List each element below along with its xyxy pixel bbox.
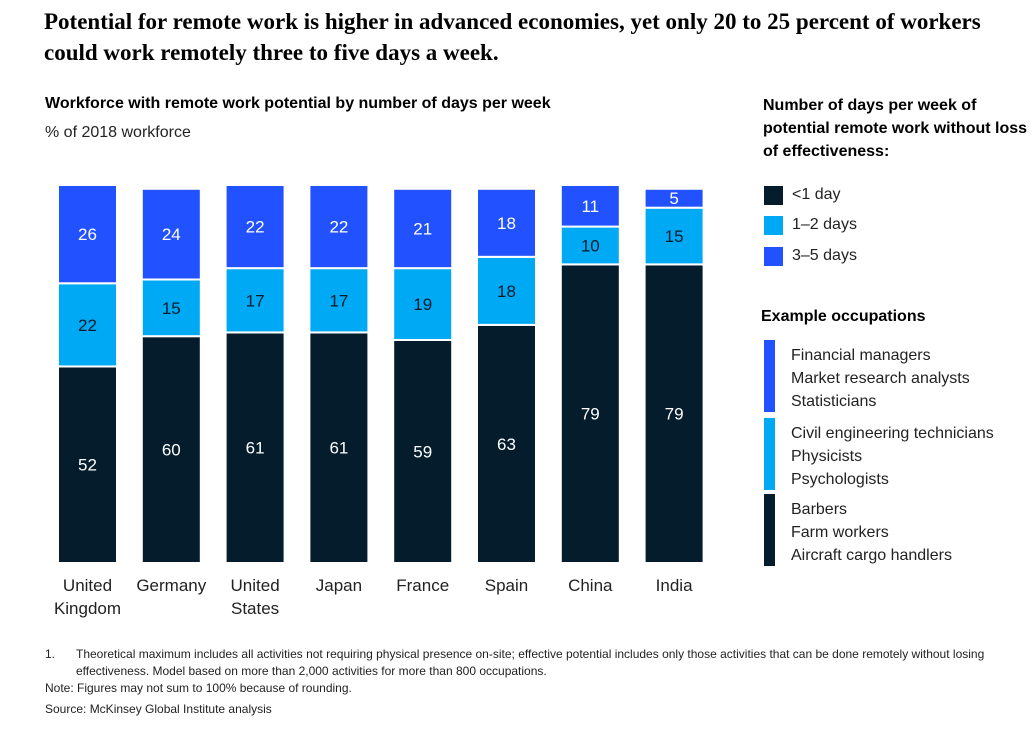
headline: Potential for remote work is higher in a… xyxy=(44,9,981,65)
data-label: 79 xyxy=(581,405,600,424)
footnote-number: 1. xyxy=(45,647,56,661)
bar-segment xyxy=(392,187,454,270)
chart-subtitle: % of 2018 workforce xyxy=(45,124,191,141)
bar-stack: 61 17 22 xyxy=(224,184,286,565)
data-label: 10 xyxy=(581,236,600,255)
bar-segment xyxy=(392,338,454,565)
data-label: 79 xyxy=(665,405,684,424)
bar-stack: 79 15 5 xyxy=(643,187,705,564)
bar-segment xyxy=(643,263,705,564)
bar-segment xyxy=(57,365,118,564)
legend-label-3-5-days: 3–5 days xyxy=(792,247,857,264)
bar-stack: 79 10 11 xyxy=(559,184,621,564)
bar-segment xyxy=(476,187,537,258)
data-label: 5 xyxy=(669,189,678,208)
occupation-group-bar xyxy=(764,494,775,566)
chart-title: Workforce with remote work potential by … xyxy=(45,95,551,112)
bar-segment xyxy=(224,184,286,270)
bar-segment xyxy=(140,187,202,281)
data-label: 26 xyxy=(78,225,97,244)
category-label: China xyxy=(568,576,613,595)
legend-swatch-1-2-days xyxy=(764,216,783,235)
data-label: 18 xyxy=(497,282,516,301)
occupations-title: Example occupations xyxy=(761,308,926,325)
bar-segment xyxy=(643,187,705,209)
data-label: 22 xyxy=(78,316,97,335)
data-label: 22 xyxy=(246,218,265,237)
source-note: Source: McKinsey Global Institute analys… xyxy=(45,702,272,716)
occupation-item: Market research analysts xyxy=(791,370,970,387)
footnote-1: 1. Theoretical maximum includes all acti… xyxy=(45,646,1005,680)
occupation-item: Civil engineering technicians xyxy=(791,425,994,442)
data-label: 15 xyxy=(665,227,684,246)
bar-stack: 59 19 21 xyxy=(392,187,454,565)
data-label: 61 xyxy=(329,439,348,458)
category-label: France xyxy=(396,576,449,595)
category-label: United Kingdom xyxy=(54,576,121,618)
bar-segment xyxy=(559,263,621,564)
data-label: 59 xyxy=(413,442,432,461)
occupation-group-bar xyxy=(764,340,775,412)
rounding-note: Note: Figures may not sum to 100% becaus… xyxy=(45,681,352,695)
bar-segment xyxy=(392,267,454,341)
bar-stack: 52 22 26 xyxy=(57,184,118,564)
bar-segment xyxy=(308,184,370,270)
occupation-item: Financial managers xyxy=(791,347,931,364)
occupation-group-bar xyxy=(764,418,775,490)
legend-label-1-2-days: 1–2 days xyxy=(792,216,857,233)
occupation-item: Barbers xyxy=(791,501,848,518)
footnotes: 1. Theoretical maximum includes all acti… xyxy=(45,646,1005,718)
bar-stack: 61 17 22 xyxy=(308,184,370,565)
category-label: India xyxy=(656,576,693,595)
bar-segment xyxy=(224,267,286,334)
bar-segment xyxy=(57,184,118,285)
bar-segment xyxy=(308,267,370,334)
category-label: United States xyxy=(231,576,280,618)
occupation-item: Physicists xyxy=(791,448,863,465)
category-label: Japan xyxy=(316,576,362,595)
bar-segment xyxy=(476,323,537,564)
bar-stack: 63 18 18 xyxy=(476,187,537,564)
data-label: 11 xyxy=(581,197,599,216)
data-label: 63 xyxy=(497,435,516,454)
data-label: 24 xyxy=(162,225,181,244)
data-label: 21 xyxy=(413,219,432,238)
data-label: 18 xyxy=(497,214,516,233)
legend-label-less-than-1-day: <1 day xyxy=(792,186,841,203)
bar-segment xyxy=(559,184,621,228)
data-label: 60 xyxy=(162,441,181,460)
data-label: 52 xyxy=(78,456,97,475)
data-label: 61 xyxy=(246,439,265,458)
data-label: 17 xyxy=(329,291,348,310)
bar-segment xyxy=(224,331,286,565)
legend-title: Number of days per week of potential rem… xyxy=(763,97,1028,160)
footnote-text: Theoretical maximum includes all activit… xyxy=(76,647,985,678)
data-label: 17 xyxy=(246,291,265,310)
data-label: 22 xyxy=(329,218,348,237)
legend-swatch-3-5-days xyxy=(764,247,783,266)
occupation-item: Farm workers xyxy=(791,524,889,541)
data-label: 15 xyxy=(162,299,181,318)
category-label: Germany xyxy=(136,576,206,595)
occupation-item: Statisticians xyxy=(791,393,877,410)
bar-stack: 60 15 24 xyxy=(140,187,202,565)
bar-segment xyxy=(476,255,537,326)
occupation-item: Psychologists xyxy=(791,471,889,488)
occupation-item: Aircraft cargo handlers xyxy=(791,547,952,564)
data-label: 19 xyxy=(413,295,432,314)
stacked-bar-chart: 52 22 26 United Kingdom 60 15 24 Germany 61 17 22 Un… xyxy=(54,184,705,618)
legend-swatch-less-than-1-day xyxy=(764,186,783,205)
category-label: Spain xyxy=(485,576,528,595)
